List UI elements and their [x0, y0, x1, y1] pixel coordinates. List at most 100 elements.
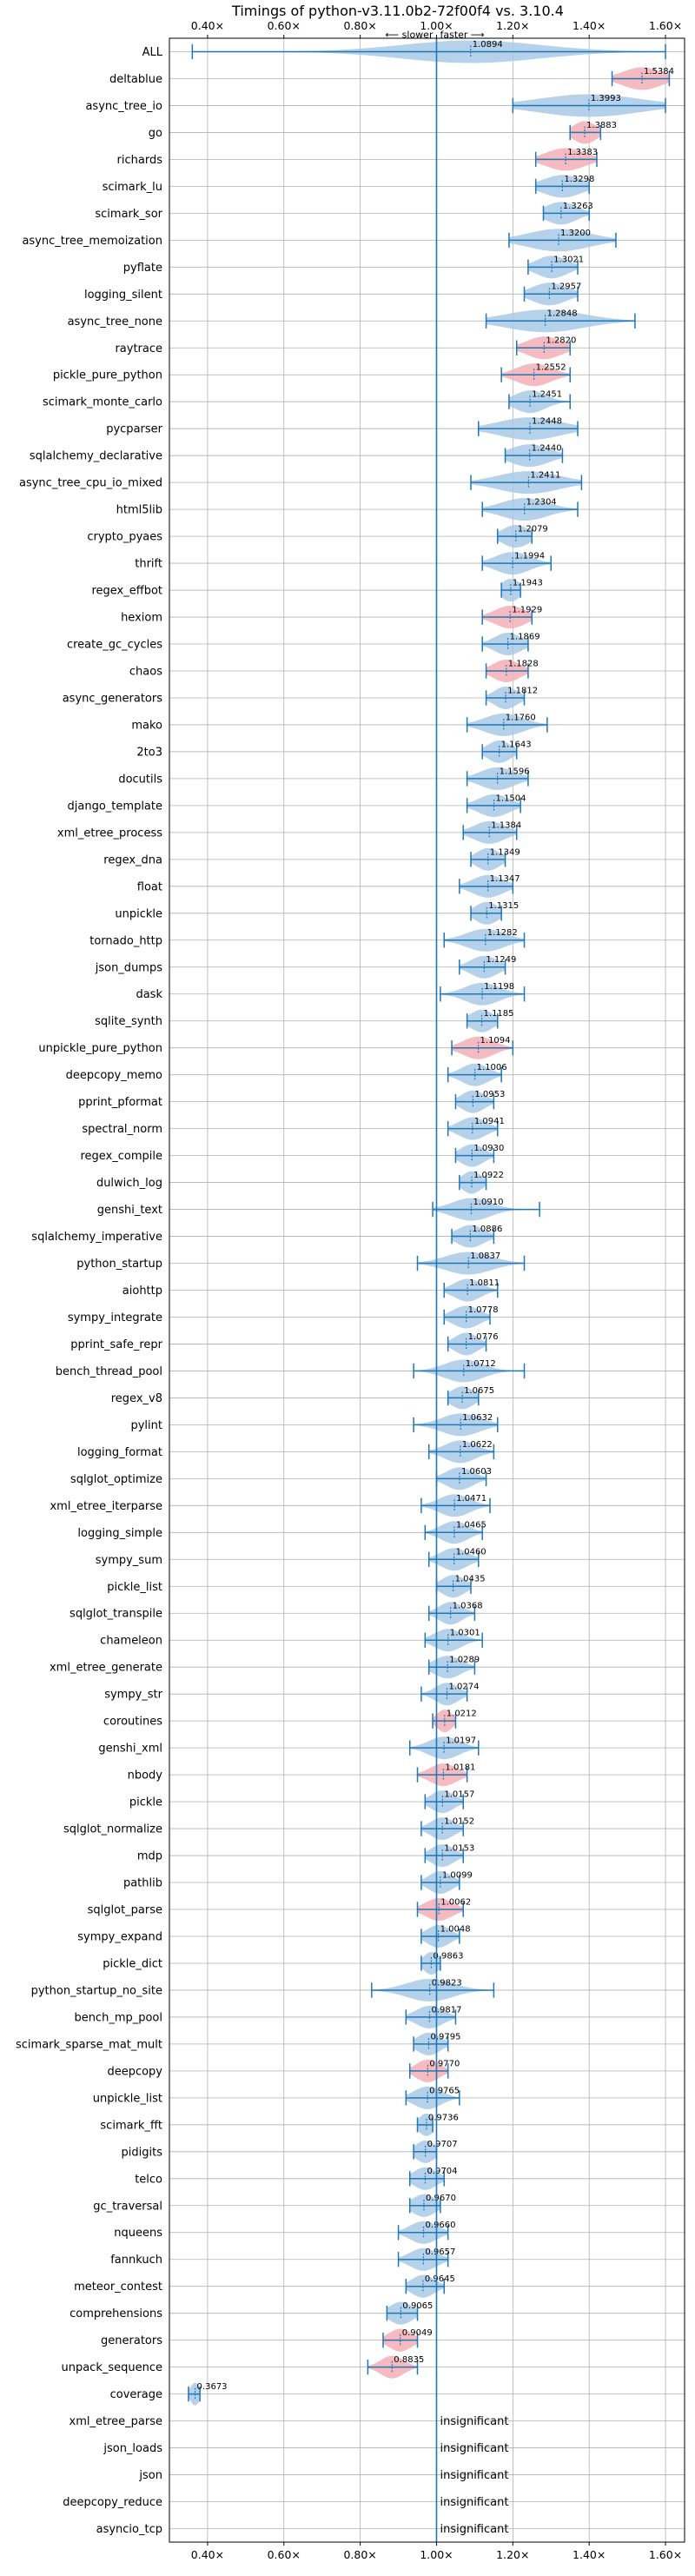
- benchmark-label: logging_simple: [77, 1527, 162, 1540]
- insignificant-label: insignificant: [440, 2469, 508, 2482]
- benchmark-label: sympy_sum: [96, 1554, 162, 1567]
- value-label: 1.1249: [486, 955, 516, 965]
- value-label: 1.0289: [449, 1656, 480, 1665]
- value-label: 1.0460: [456, 1548, 486, 1557]
- value-label: 1.0712: [466, 1359, 496, 1369]
- value-label: 1.0632: [462, 1413, 493, 1423]
- value-label: 0.9823: [432, 1978, 462, 1988]
- benchmark-label: unpack_sequence: [61, 2361, 162, 2374]
- value-label: 1.0603: [461, 1467, 492, 1477]
- benchmark-label: sqlite_synth: [95, 1015, 162, 1028]
- benchmark-label: pathlib: [123, 1877, 162, 1890]
- benchmark-label: json: [138, 2469, 162, 2482]
- benchmark-label: scimark_sor: [95, 208, 162, 221]
- benchmark-label: async_tree_io: [85, 100, 162, 113]
- value-label: 1.1596: [500, 767, 530, 776]
- value-label: 1.2304: [526, 498, 557, 508]
- benchmark-label: regex_compile: [80, 1150, 162, 1163]
- value-label: 1.3993: [591, 94, 621, 103]
- value-label: 1.0048: [440, 1924, 471, 1934]
- value-label: 1.2552: [536, 363, 566, 373]
- bottom-tick-label: 1.20×: [496, 2548, 529, 2561]
- value-label: 1.5384: [644, 67, 674, 76]
- benchmark-label: json_loads: [103, 2442, 162, 2455]
- benchmark-label: fannkuch: [110, 2254, 162, 2267]
- value-label: 1.3383: [567, 148, 598, 157]
- benchmark-label: meteor_contest: [74, 2281, 162, 2294]
- benchmark-label: pyflate: [123, 262, 162, 275]
- value-label: 1.0778: [468, 1305, 499, 1315]
- value-label: 0.9660: [426, 2221, 456, 2230]
- value-label: 1.1812: [507, 686, 538, 695]
- value-label: 1.0368: [453, 1602, 483, 1611]
- top-tick-label: 1.60×: [649, 19, 682, 32]
- benchmark-label: mako: [131, 719, 162, 732]
- bottom-tick-label: 1.00×: [420, 2548, 453, 2561]
- value-label: 0.9065: [402, 2301, 433, 2311]
- value-label: 0.9049: [402, 2328, 433, 2338]
- benchmark-label: scimark_lu: [103, 181, 162, 194]
- benchmark-label: go: [149, 127, 162, 140]
- bottom-tick-label: 1.40×: [573, 2548, 606, 2561]
- benchmark-label: sqlglot_parse: [88, 1904, 162, 1917]
- value-label: 1.0894: [473, 40, 503, 50]
- bottom-tick-label: 0.80×: [343, 2548, 376, 2561]
- benchmark-label: deepcopy_reduce: [63, 2496, 162, 2509]
- value-label: 1.0922: [473, 1171, 504, 1180]
- value-label: 1.0157: [444, 1790, 474, 1800]
- benchmark-label: python_startup: [76, 1258, 162, 1271]
- benchmark-label: unpickle_pure_python: [38, 1042, 162, 1055]
- value-label: 1.0099: [442, 1870, 473, 1880]
- benchmark-label: bench_mp_pool: [74, 2011, 162, 2024]
- benchmark-label: ALL: [142, 46, 163, 59]
- value-label: 1.1994: [514, 552, 545, 561]
- benchmark-label: sqlglot_transpile: [70, 1608, 162, 1621]
- benchmark-label: hexiom: [121, 612, 162, 625]
- benchmark-label: django_template: [68, 800, 162, 813]
- chart-title: Timings of python-v3.11.0b2-72f00f4 vs. …: [231, 3, 564, 19]
- value-label: 1.2820: [546, 336, 576, 346]
- value-label: 1.3883: [586, 121, 617, 130]
- value-label: 1.0776: [468, 1332, 499, 1342]
- benchmark-label: sympy_expand: [77, 1930, 162, 1943]
- value-label: 0.9707: [427, 2140, 458, 2149]
- value-label: 1.1643: [501, 740, 532, 749]
- benchmark-label: sqlalchemy_declarative: [30, 450, 162, 463]
- value-label: 1.0837: [470, 1251, 500, 1261]
- benchmark-label: pickle_pure_python: [53, 369, 162, 382]
- benchmark-label: chaos: [129, 665, 162, 678]
- benchmark-label: thrift: [135, 558, 162, 571]
- value-label: 1.1094: [480, 1036, 511, 1046]
- value-label: 1.0212: [447, 1710, 477, 1719]
- benchmark-label: dask: [136, 988, 162, 1001]
- benchmark-label: sqlalchemy_imperative: [31, 1231, 162, 1244]
- benchmark-label: deltablue: [109, 73, 162, 86]
- top-tick-label: 0.40×: [191, 19, 224, 32]
- benchmark-label: pylint: [130, 1419, 162, 1432]
- benchmark-label: pidigits: [122, 2146, 163, 2159]
- benchmark-label: logging_silent: [84, 289, 162, 302]
- value-label: 1.2957: [551, 282, 581, 292]
- value-label: 0.9736: [428, 2113, 459, 2122]
- benchmark-label: bench_thread_pool: [56, 1365, 162, 1378]
- benchmark-label: logging_format: [77, 1446, 162, 1459]
- value-label: 1.2079: [518, 525, 548, 534]
- value-label: 1.0910: [473, 1198, 503, 1207]
- benchmark-label: regex_v8: [111, 1392, 162, 1405]
- value-label: 1.1929: [512, 605, 542, 614]
- value-label: 1.2451: [532, 390, 562, 400]
- benchmark-label: genshi_xml: [98, 1743, 162, 1756]
- insignificant-label: insignificant: [440, 2442, 508, 2455]
- value-label: 0.9863: [433, 1951, 463, 1961]
- value-label: 1.3021: [553, 256, 584, 265]
- benchmark-label: docutils: [118, 773, 162, 786]
- benchmark-label: sqlglot_normalize: [63, 1823, 162, 1836]
- value-label: 0.8835: [394, 2355, 424, 2365]
- benchmark-label: xml_etree_generate: [50, 1662, 162, 1675]
- value-label: 0.9645: [425, 2274, 455, 2284]
- top-tick-label: 0.60×: [268, 19, 301, 32]
- benchmark-label: genshi_text: [97, 1204, 162, 1217]
- value-label: 1.0062: [440, 1897, 471, 1907]
- value-label: 1.3200: [560, 229, 591, 238]
